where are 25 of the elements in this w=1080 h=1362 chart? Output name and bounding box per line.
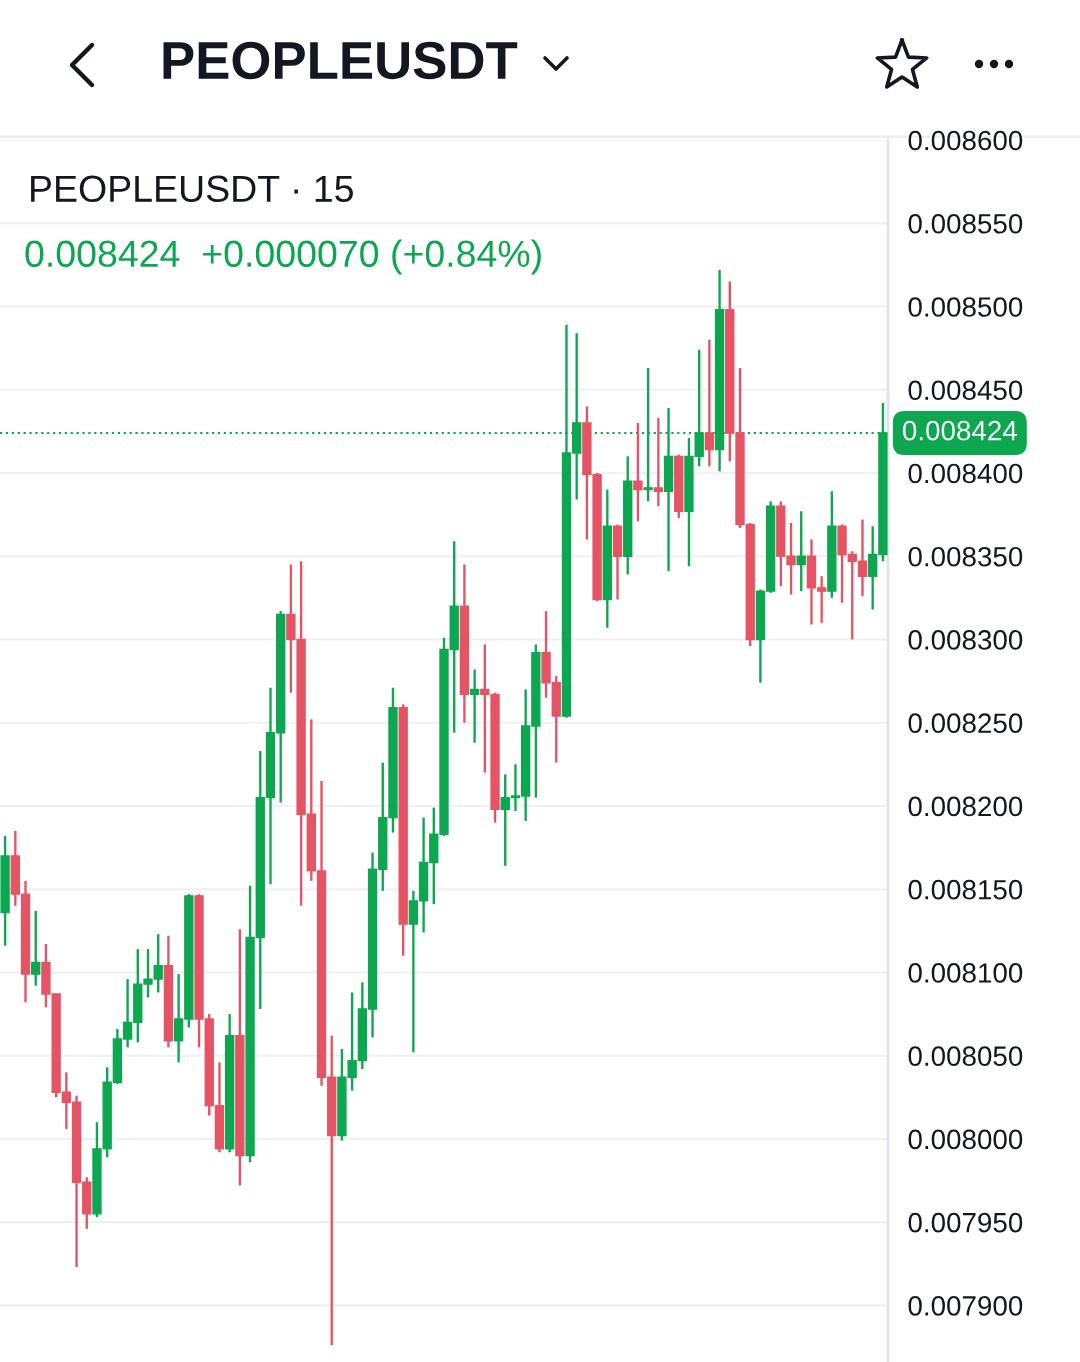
y-tick-label: 0.008050 (908, 1046, 1023, 1067)
y-tick-label: 0.008300 (908, 630, 1023, 650)
candlestick (31, 909, 41, 987)
y-tick-label: 0.008600 (908, 130, 1023, 151)
candlestick (704, 338, 715, 468)
y-tick-label: 0.007900 (908, 1296, 1023, 1316)
candlestick (469, 668, 480, 744)
y-tick-label: 0.008350 (908, 546, 1023, 567)
y-tick-label: 0.007950 (908, 1212, 1023, 1233)
y-tick-label: 0.008000 (908, 1129, 1023, 1150)
y-tick-label: 0.008500 (908, 297, 1023, 317)
chart-title: PEOPLEUSDT (163, 41, 518, 80)
y-tick-label: 0.008100 (908, 963, 1023, 983)
y-tick-label: 0.008550 (908, 213, 1023, 234)
y-tick-label: 0.008400 (908, 463, 1023, 484)
ref-line-label: 0.008424 (902, 420, 1017, 441)
candlestick (653, 416, 664, 508)
y-tick-label: 0.008250 (908, 713, 1023, 734)
text: PEOPLEUSDT · 15 (31, 175, 353, 203)
candlestick (633, 421, 643, 523)
y-tick-label: 0.008150 (908, 879, 1023, 900)
candlestick (796, 510, 806, 593)
y-tick-label: 0.008200 (908, 796, 1023, 817)
y-tick-label: 0.008450 (908, 380, 1023, 401)
annotation: 0.008424 +0.000070 (+0.84%) (25, 239, 541, 275)
